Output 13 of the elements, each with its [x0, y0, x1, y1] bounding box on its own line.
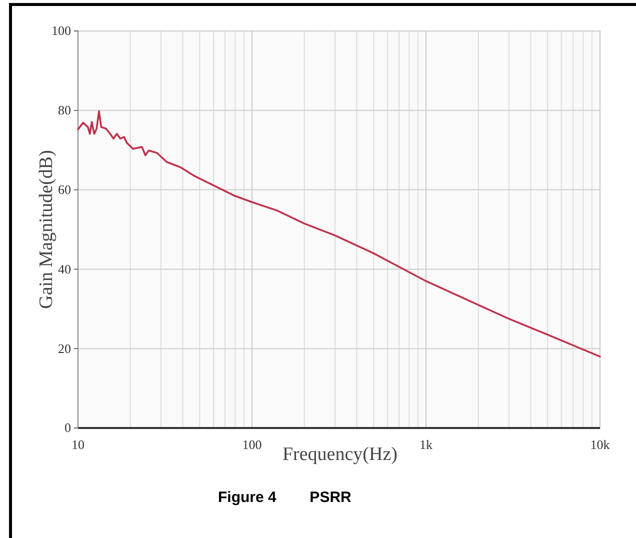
y-tick-label: 40	[58, 261, 71, 276]
y-tick-label: 0	[64, 420, 71, 436]
y-tick-label: 60	[58, 182, 71, 197]
caption: Figure 4 PSRR	[218, 489, 352, 506]
x-tick-label: 100	[242, 437, 262, 452]
y-tick-label: 80	[58, 102, 71, 118]
x-axis-title: Frequency(Hz)	[282, 444, 398, 465]
y-axis-title: Gain Magnitude(dB)	[36, 150, 57, 309]
y-tick-label: 20	[58, 340, 71, 356]
y-tick-label: 100	[52, 23, 71, 38]
x-tick-label: 10	[72, 437, 84, 452]
x-tick-label: 10k	[590, 437, 610, 452]
x-tick-label: 1k	[420, 437, 433, 452]
